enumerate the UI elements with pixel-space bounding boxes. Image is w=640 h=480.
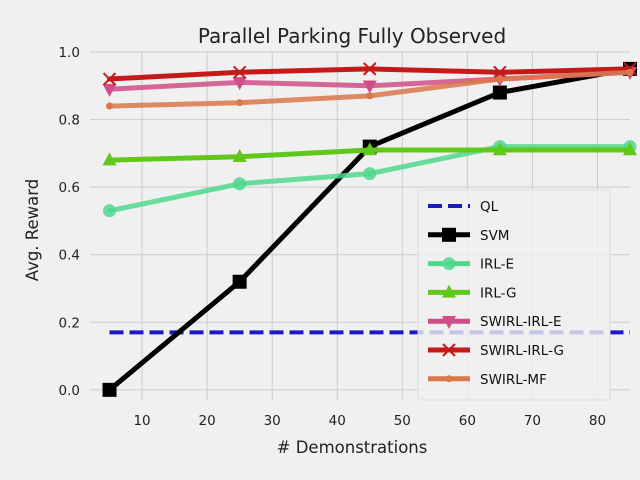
y-axis-label: Avg. Reward (23, 179, 42, 282)
x-tick-label: 30 (264, 413, 281, 429)
x-tick-label: 40 (329, 413, 346, 429)
data-point-triangle-up (492, 142, 507, 156)
x-axis-label: # Demonstrations (277, 438, 428, 457)
data-point-circle (496, 75, 504, 83)
data-point-triangle-down (232, 77, 247, 91)
data-point-triangle-down (442, 315, 456, 329)
legend-label: IRL-G (480, 285, 516, 301)
legend-item: SWIRL-MF (428, 372, 547, 388)
data-point-circle (236, 99, 244, 107)
data-point-circle (445, 375, 453, 383)
data-point-triangle-up (442, 284, 456, 298)
x-tick-label: 70 (524, 413, 541, 429)
series-irl-g (102, 142, 637, 166)
legend-label: IRL-E (480, 257, 514, 273)
data-point-circle (363, 167, 377, 181)
data-point-triangle-up (623, 142, 637, 156)
legend: QL SVM IRL-E IRL-G SWIRL-IRL-E SWIRL-IRL-G SWI… (417, 189, 611, 401)
y-tick-label: 0.2 (59, 315, 80, 331)
data-point-triangle-up (362, 142, 377, 156)
data-point-circle (366, 92, 374, 100)
data-point-circle (233, 177, 247, 191)
data-point-circle (626, 68, 634, 76)
data-point-triangle-down (102, 83, 117, 97)
data-point-circle (442, 257, 456, 271)
tick-labels: 10 20 30 40 50 60 70 80 0.0 0.2 0.4 0.6 0.8 1.0 (59, 45, 607, 429)
data-point-x (493, 65, 507, 79)
x-tick-label: 50 (394, 413, 411, 429)
chart-title: Parallel Parking Fully Observed (198, 24, 506, 48)
data-point-triangle-up (102, 152, 117, 166)
legend-item: SWIRL-IRL-E (428, 314, 561, 330)
series-swirl-mf (106, 68, 634, 110)
data-point-square (492, 85, 507, 100)
legend-label: SWIRL-MF (480, 372, 547, 388)
y-tick-label: 0.6 (59, 180, 80, 196)
x-tick-label: 20 (199, 413, 216, 429)
y-tick-label: 0.8 (59, 113, 80, 129)
legend-label: SVM (480, 228, 509, 244)
x-tick-label: 10 (133, 413, 150, 429)
data-point-circle (106, 102, 114, 110)
y-tick-label: 0.0 (59, 383, 80, 399)
x-tick-label: 80 (589, 413, 606, 429)
y-tick-label: 1.0 (59, 45, 80, 61)
legend-item: QL (428, 199, 499, 215)
series-swirl-irl-g (102, 62, 637, 86)
legend-label: SWIRL-IRL-E (480, 314, 561, 330)
data-point-triangle-down (362, 80, 377, 94)
data-point-square (102, 382, 117, 397)
legend-item: SVM (428, 227, 509, 244)
data-point-x (232, 65, 247, 79)
data-point-square (232, 274, 247, 289)
data-point-triangle-up (232, 149, 247, 162)
legend-item: IRL-G (428, 284, 516, 301)
legend-label: SWIRL-IRL-G (480, 343, 564, 359)
legend-item: SWIRL-IRL-G (428, 343, 564, 359)
data-point-x (102, 72, 117, 86)
y-tick-label: 0.4 (59, 248, 80, 264)
data-point-x (363, 62, 377, 76)
x-tick-label: 60 (459, 413, 476, 429)
legend-item: IRL-E (428, 257, 514, 273)
data-point-x (442, 343, 456, 357)
data-point-circle (103, 204, 117, 218)
legend-label: QL (480, 199, 499, 215)
data-point-square (442, 227, 456, 242)
